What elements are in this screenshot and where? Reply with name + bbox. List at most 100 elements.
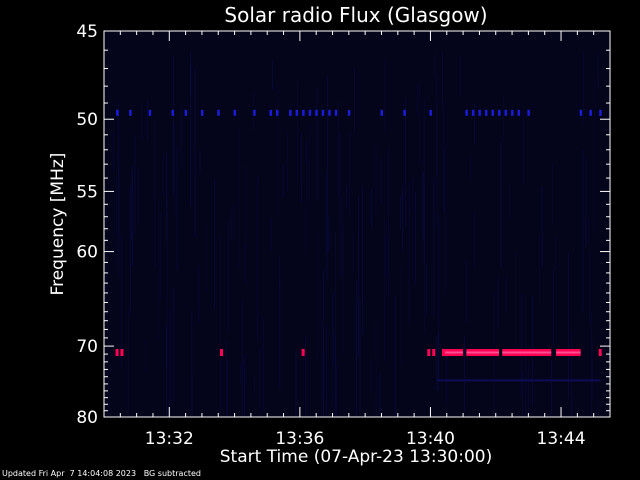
noise-streak — [346, 186, 347, 208]
noise-streak — [239, 362, 241, 384]
emission-burst — [315, 109, 318, 116]
footer-note: BG subtracted — [143, 469, 201, 478]
noise-streak — [316, 230, 318, 358]
noise-streak — [141, 103, 143, 139]
noise-streak — [165, 326, 167, 417]
emission-burst — [429, 109, 432, 116]
x-tick-label: 13:36 — [275, 429, 324, 449]
y-tick-label: 80 — [76, 408, 98, 428]
noise-streak — [168, 309, 170, 417]
noise-streak — [412, 176, 414, 211]
noise-streak — [219, 235, 221, 354]
emission-burst — [589, 109, 592, 116]
noise-streak — [473, 103, 475, 145]
noise-streak — [342, 225, 344, 354]
background-noise-texture — [106, 51, 599, 417]
noise-streak — [309, 123, 311, 207]
noise-streak — [316, 88, 318, 202]
noise-streak — [206, 223, 208, 294]
x-tick-label: 13:40 — [406, 429, 455, 449]
noise-streak — [230, 208, 232, 239]
noise-streak — [551, 163, 553, 223]
noise-streak — [241, 300, 243, 417]
noise-streak — [189, 52, 191, 207]
noise-streak — [387, 147, 389, 297]
noise-streak — [358, 195, 360, 357]
noise-streak — [233, 205, 235, 241]
noise-streak — [352, 233, 354, 273]
emission-burst — [599, 109, 602, 116]
noise-streak — [445, 354, 447, 404]
noise-streak — [425, 264, 427, 316]
noise-streak — [339, 132, 341, 278]
noise-streak — [433, 178, 435, 319]
noise-streak — [336, 366, 338, 417]
emission-burst — [498, 109, 501, 116]
emission-burst — [321, 109, 325, 116]
noise-streak — [400, 266, 402, 366]
noise-streak — [166, 195, 168, 369]
noise-streak — [276, 85, 278, 216]
emission-burst — [295, 109, 299, 116]
noise-streak — [244, 354, 246, 417]
noise-streak — [587, 218, 589, 245]
noise-streak — [359, 298, 361, 412]
y-tick-label: 45 — [76, 22, 98, 42]
noise-streak — [465, 259, 467, 323]
noise-streak — [592, 342, 593, 399]
noise-streak — [355, 280, 357, 417]
noise-streak — [270, 217, 272, 250]
noise-streak — [166, 152, 168, 242]
noise-streak — [384, 219, 386, 362]
noise-streak — [338, 102, 340, 200]
noise-streak — [180, 105, 182, 170]
noise-streak — [134, 134, 136, 235]
noise-streak — [157, 198, 159, 340]
noise-streak — [473, 211, 475, 269]
noise-streak — [401, 184, 403, 251]
noise-streak — [227, 221, 229, 333]
noise-streak — [438, 213, 440, 379]
noise-streak — [405, 97, 406, 227]
emission-burst — [220, 349, 224, 357]
noise-streak — [199, 150, 201, 175]
noise-streak — [520, 293, 522, 398]
y-axis-label: Frequency [MHz] — [48, 153, 68, 296]
emission-burst — [380, 109, 383, 116]
noise-streak — [434, 53, 436, 77]
y-tick-label: 60 — [76, 243, 98, 263]
noise-streak — [422, 171, 424, 240]
noise-streak — [384, 58, 386, 131]
emission-burst — [217, 109, 220, 116]
noise-streak — [571, 331, 573, 417]
noise-streak — [408, 182, 410, 324]
noise-streak — [238, 128, 240, 268]
emission-burst — [129, 109, 132, 116]
noise-streak — [522, 109, 524, 185]
emission-burst — [301, 349, 305, 357]
noise-streak — [305, 336, 307, 417]
noise-streak — [522, 371, 523, 417]
noise-streak — [120, 234, 122, 368]
emission-band-core — [502, 351, 552, 354]
noise-streak — [553, 270, 555, 348]
noise-streak — [300, 132, 302, 203]
noise-streak — [321, 351, 323, 398]
noise-streak — [417, 83, 418, 118]
noise-streak — [527, 362, 529, 417]
emission-burst — [432, 349, 436, 357]
noise-streak — [107, 370, 109, 417]
emission-band-core — [556, 351, 581, 354]
noise-streak — [305, 143, 307, 164]
noise-streak — [331, 332, 333, 417]
noise-streak — [226, 360, 228, 417]
emission-burst — [347, 109, 351, 116]
noise-streak — [286, 132, 288, 192]
emission-burst — [511, 109, 514, 116]
emission-burst — [200, 109, 204, 116]
noise-streak — [423, 98, 425, 265]
noise-streak — [419, 79, 421, 164]
emission-marks — [115, 109, 602, 382]
x-axis-label: Start Time (07-Apr-23 13:30:00) — [220, 447, 492, 467]
noise-streak — [262, 317, 264, 411]
